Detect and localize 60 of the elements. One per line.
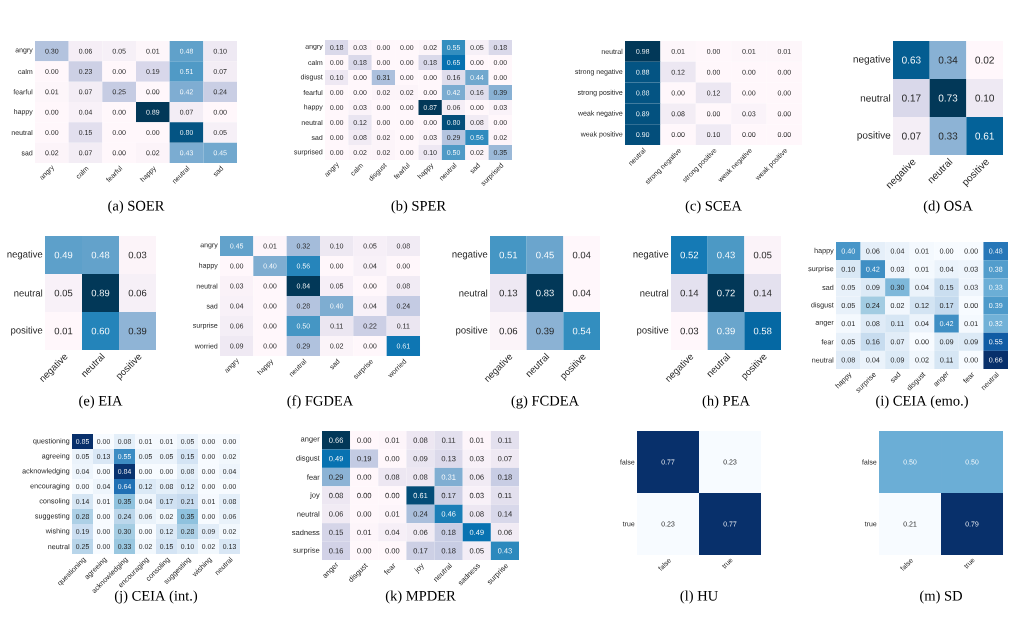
y-tick-label: negative xyxy=(452,250,488,260)
data-label: 0.89 xyxy=(91,289,110,297)
data-label: 0.10 xyxy=(975,94,995,102)
data-label: 0.52 xyxy=(680,251,699,259)
data-label: 0.13 xyxy=(499,289,518,297)
data-label: 0.61 xyxy=(975,132,994,140)
data-label: 0.17 xyxy=(902,94,921,102)
y-tick-label: positive xyxy=(456,326,488,336)
data-label: 0.05 xyxy=(753,251,772,259)
data-label: 0.45 xyxy=(536,251,554,259)
text: (d) OSA xyxy=(923,200,973,214)
data-label: 0.03 xyxy=(680,327,699,335)
y-tick-label: neutral xyxy=(640,289,669,297)
text: (k) MPDER xyxy=(385,590,456,604)
y-tick-label: neutral xyxy=(14,289,43,297)
data-label: 0.39 xyxy=(717,327,735,335)
data-label: 0.02 xyxy=(975,56,994,64)
y-tick-label: neutral xyxy=(459,289,488,297)
data-label: 0.73 xyxy=(938,94,958,102)
data-label: 0.43 xyxy=(717,251,735,259)
y-tick-label: negative xyxy=(633,250,669,260)
text: (m) SD xyxy=(920,590,962,604)
text: (g) FCDEA xyxy=(511,395,579,409)
y-tick-label: positive xyxy=(637,326,669,336)
data-label: 0.14 xyxy=(680,289,699,297)
y-tick-label: negative xyxy=(853,55,891,65)
y-tick-label: negative xyxy=(7,250,43,260)
text: (i) CEIA (emo.) xyxy=(876,395,968,409)
data-label: 0.63 xyxy=(902,56,921,64)
data-label: 0.14 xyxy=(753,289,772,297)
data-label: 0.03 xyxy=(128,251,147,259)
data-label: 0.51 xyxy=(499,251,518,259)
y-tick-label: neutral xyxy=(860,94,891,102)
text: (e) EIA xyxy=(79,395,123,409)
data-label: 0.72 xyxy=(717,289,735,297)
data-label: 0.60 xyxy=(91,327,110,335)
data-label: 0.07 xyxy=(902,132,921,140)
data-label: 0.06 xyxy=(499,327,518,335)
data-label: 0.83 xyxy=(536,289,554,297)
data-label: 0.58 xyxy=(753,327,772,335)
data-label: 0.39 xyxy=(128,327,147,335)
text: (a) SOER xyxy=(108,200,165,214)
data-label: 0.06 xyxy=(128,289,147,297)
y-tick-label: positive xyxy=(11,326,43,336)
data-label: 0.04 xyxy=(572,251,591,259)
data-label: 0.49 xyxy=(54,251,73,259)
data-label: 0.05 xyxy=(54,289,73,297)
data-label: 0.48 xyxy=(91,251,110,259)
text: (b) SPER xyxy=(391,200,447,214)
data-label: 0.04 xyxy=(572,289,591,297)
text: (l) HU xyxy=(680,590,718,604)
data-label: 0.01 xyxy=(54,327,73,335)
text: (h) PEA xyxy=(702,395,750,409)
y-tick-label: positive xyxy=(857,131,891,141)
data-label: 0.33 xyxy=(938,132,958,140)
text: (c) SCEA xyxy=(685,200,742,214)
data-label: 0.54 xyxy=(572,327,591,335)
data-label: 0.39 xyxy=(536,327,554,335)
text: (f) FGDEA xyxy=(287,395,354,409)
data-label: 0.34 xyxy=(938,56,958,64)
